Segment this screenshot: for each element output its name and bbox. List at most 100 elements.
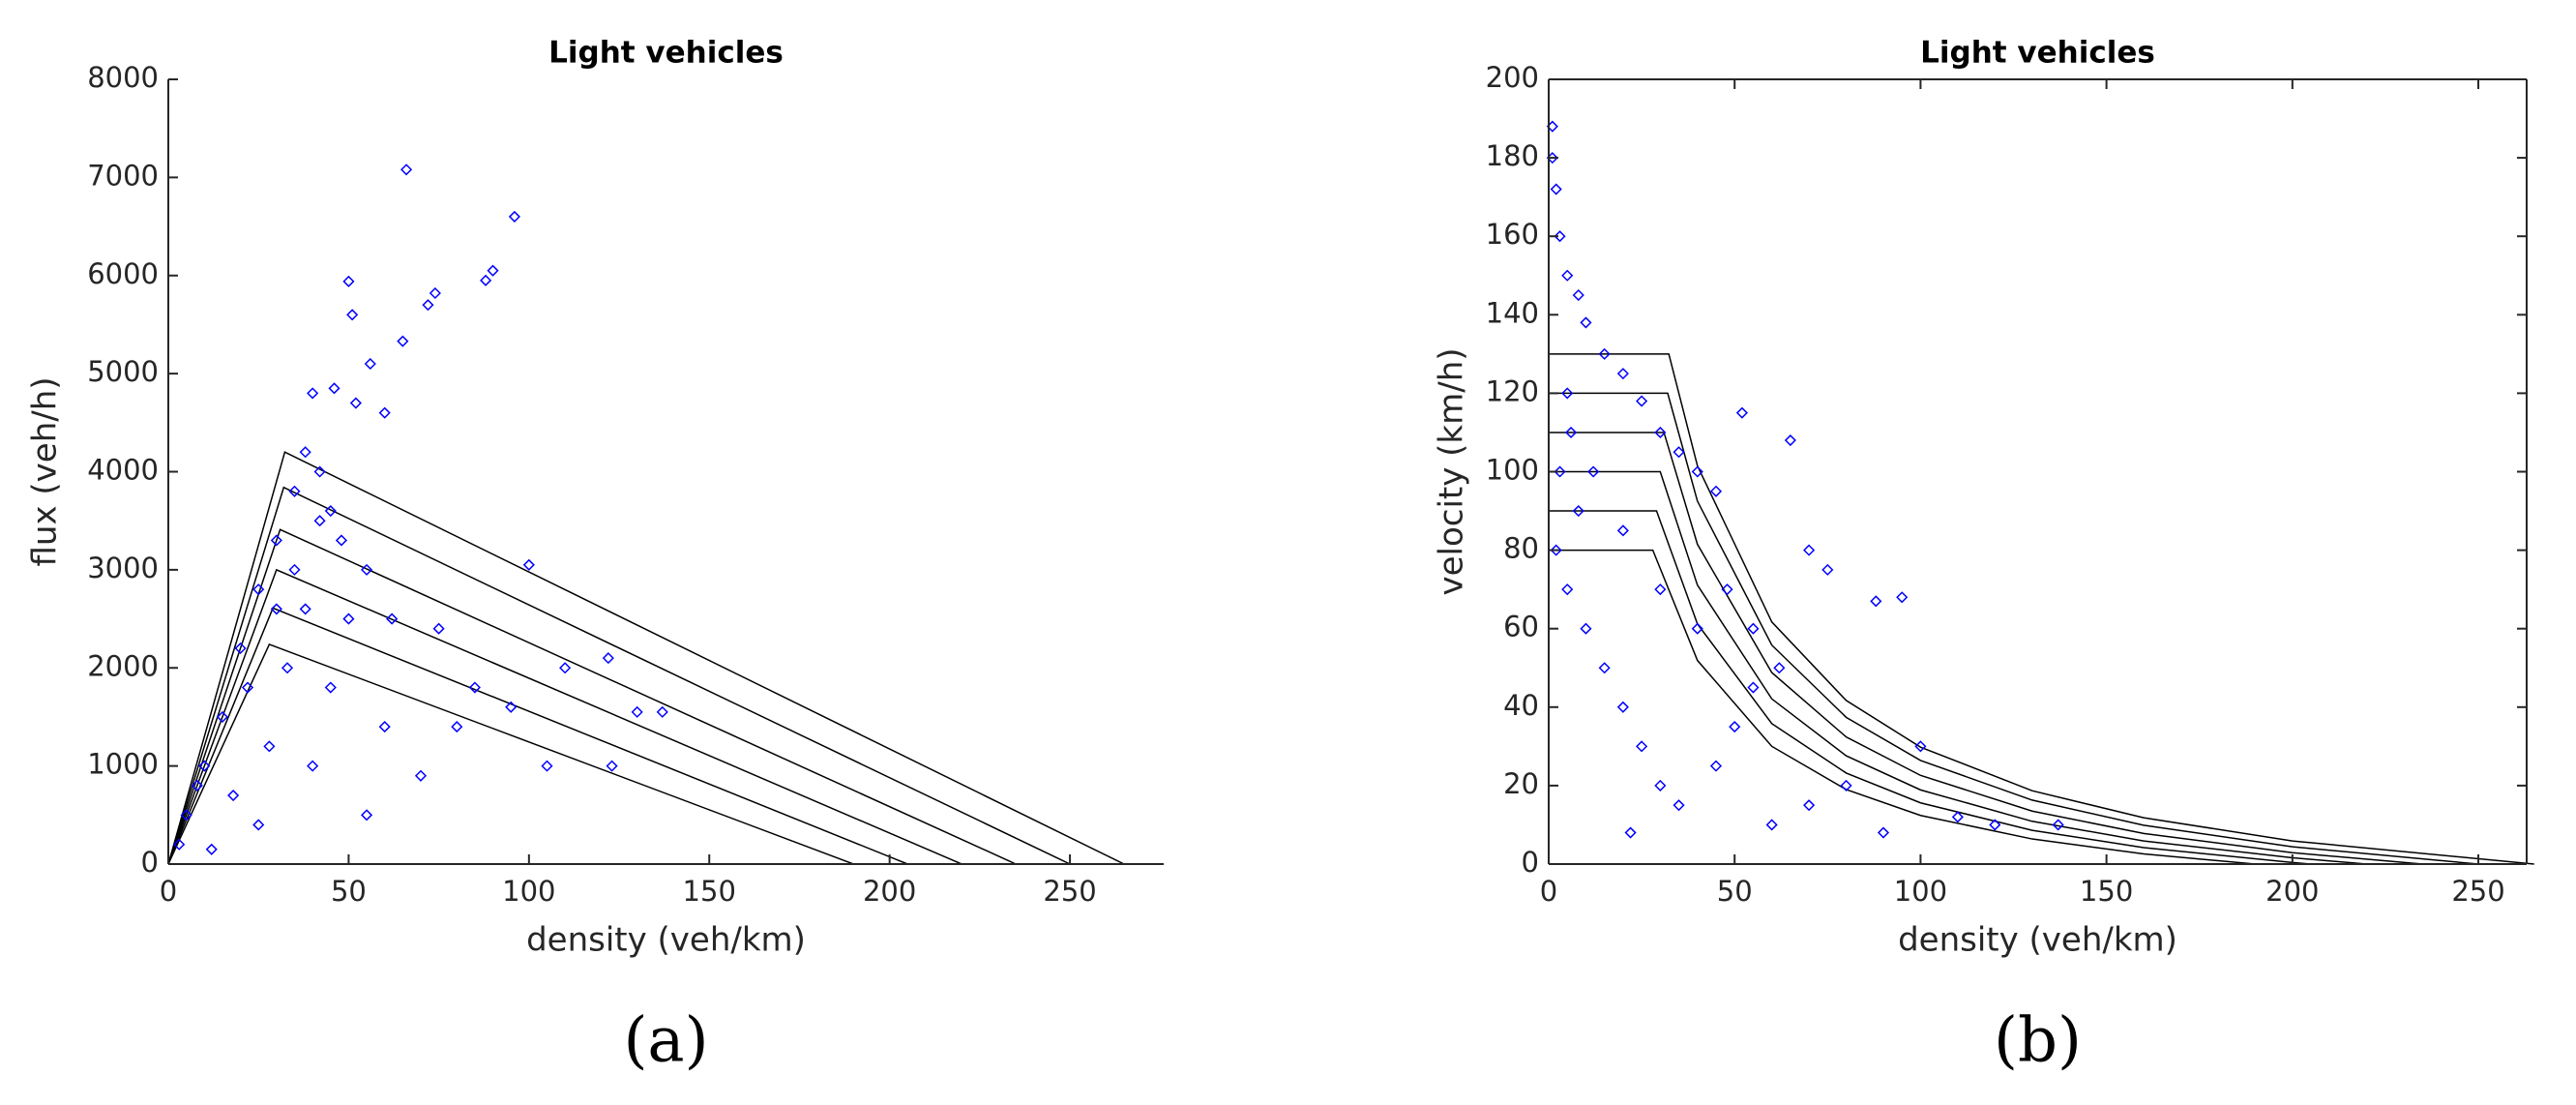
data-point [414,769,428,782]
data-point [360,809,373,821]
data-point [252,583,265,596]
data-point [1565,426,1578,439]
data-point [1821,563,1834,576]
data-point [335,534,348,547]
data-point [1624,826,1637,839]
data-point [307,387,319,400]
data-point [1729,721,1741,733]
data-point [241,681,254,694]
y-tick-label: 3000 [87,552,159,584]
data-point [1561,387,1574,400]
data-point [1587,465,1600,478]
y-tick-label: 120 [1486,374,1539,407]
data-point [288,485,301,497]
data-point [602,652,614,665]
data-point [1598,662,1611,674]
data-point [508,210,520,223]
chart-title: Light vehicles [548,36,784,71]
chart-title: Light vehicles [1920,36,2155,71]
data-point [252,819,265,831]
y-axis-label: flux (veh/h) [26,376,65,566]
panel-label: (a) [623,1005,708,1077]
x-tick-label: 200 [863,875,916,908]
data-point [1673,446,1685,459]
data-point [324,681,337,694]
plot [167,164,1125,865]
data-point [173,838,186,851]
data-point [1803,544,1816,556]
data-point [1554,465,1566,478]
data-point [324,504,337,518]
data-point [360,563,373,576]
x-axis-label: density (veh/km) [1898,921,2177,960]
model-curve [167,528,1017,865]
y-tick-label: 6000 [87,257,159,290]
x-tick-label: 0 [160,875,177,908]
x-tick-label: 150 [2080,875,2133,908]
x-tick-label: 250 [2451,875,2504,908]
model-curve [1549,470,2367,865]
data-point [1654,583,1667,596]
data-point [1561,269,1574,282]
data-point [468,681,481,694]
data-point [1554,230,1566,243]
data-point [1840,779,1852,791]
data-point [1803,799,1816,812]
model-curve [1549,392,2479,865]
x-tick-label: 150 [683,875,736,908]
data-point [378,721,391,733]
data-point [1572,504,1584,518]
data-point [1896,591,1909,604]
data-point [451,721,463,733]
data-point [342,275,355,287]
x-axis-label: density (veh/km) [526,921,806,960]
data-point [263,740,276,753]
data-point [346,309,359,321]
model-curve [1549,432,2423,865]
data-point [364,357,376,371]
data-point [422,299,434,312]
model-curve [167,642,854,865]
data-point [1709,485,1723,497]
y-tick-label: 40 [1503,689,1539,722]
model-curve [167,451,1125,865]
data-point [205,843,218,855]
data-point [299,446,311,459]
data-point [1580,622,1592,635]
y-tick-label: 4000 [87,454,159,487]
model-curve [1549,353,2534,865]
data-point [480,274,492,286]
data-point [487,264,499,277]
y-tick-label: 60 [1503,611,1539,643]
data-point [1784,433,1796,447]
data-point [1598,347,1611,360]
model-curve [167,568,962,865]
data-point [400,164,413,176]
model-curve [167,486,1071,865]
data-point [397,335,409,347]
data-point [386,612,399,625]
data-point [270,534,282,547]
data-point [1709,760,1723,772]
data-point [1654,779,1667,791]
x-tick-label: 50 [331,875,367,908]
data-point [180,809,192,821]
data-point [429,286,441,300]
y-tick-label: 7000 [87,159,159,192]
y-tick-label: 8000 [87,61,159,94]
data-point [606,760,618,772]
data-point [1691,465,1703,478]
data-point [1773,662,1786,674]
data-point [1561,583,1574,596]
data-point [1914,740,1927,753]
data-point [1616,524,1629,537]
data-point [227,789,240,802]
data-point [1721,583,1733,596]
data-point [1747,622,1760,635]
data-point [1735,406,1748,419]
data-point [1951,811,1964,823]
data-point [378,406,391,419]
data-point [234,642,247,655]
data-point [299,603,311,615]
